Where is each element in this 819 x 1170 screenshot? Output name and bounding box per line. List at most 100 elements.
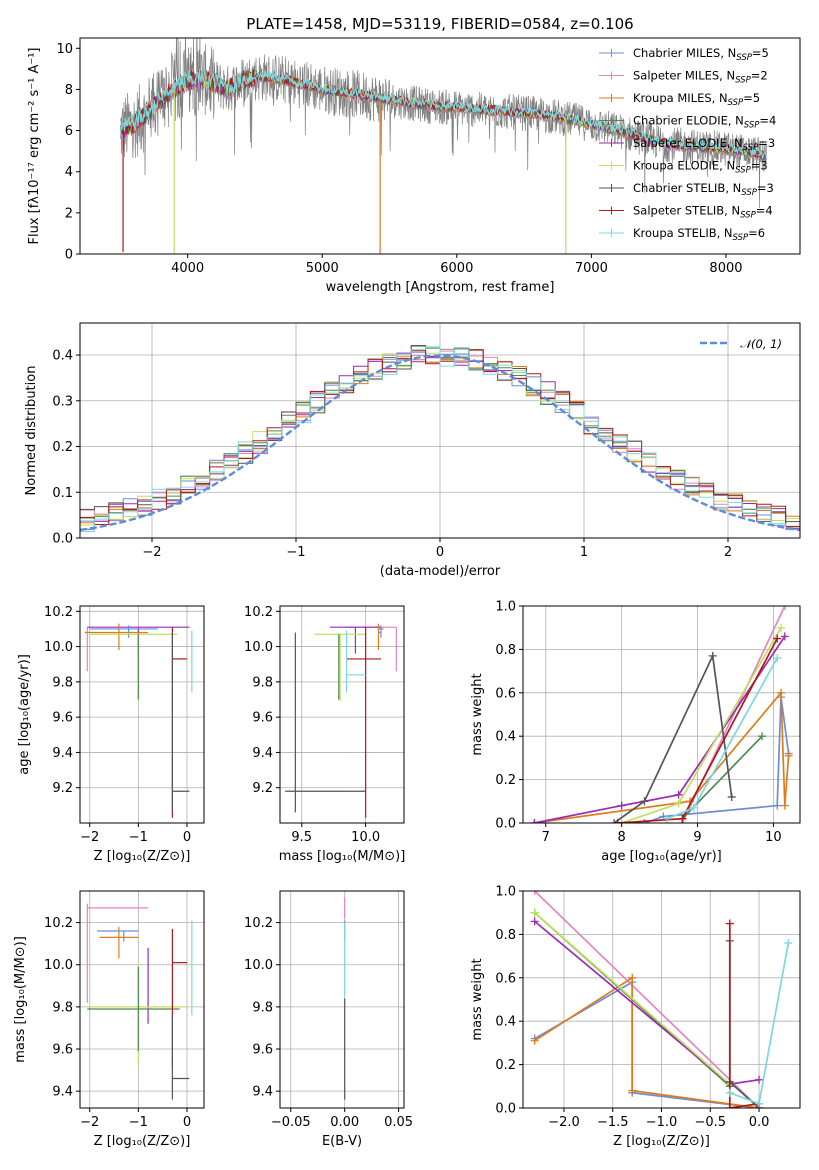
y-tick-label: 0.0: [495, 817, 516, 832]
series-line: [534, 635, 786, 823]
series-line: [534, 690, 790, 823]
normal-curve: [80, 354, 800, 532]
series-marker: [755, 1075, 764, 1084]
series-marker: [628, 1086, 637, 1095]
normal-legend-label: 𝒩(0, 1): [740, 337, 782, 351]
y-tick-label: 0: [65, 248, 73, 263]
y-tick-label: 10.2: [244, 916, 273, 931]
legend-entry: Salpeter STELIB, NSSP=4: [633, 204, 773, 221]
y-tick-label: 0.0: [52, 532, 73, 547]
age_vs_mass-axes: 9.5 10.0 9.2 9.4 9.6 9.8 10.0 10.2 mass [log₁₀(M…: [244, 605, 405, 864]
spectrum-frame: [79, 37, 801, 255]
series-marker: [777, 623, 786, 632]
errorbar-salpeter_stelib: [171, 928, 187, 1068]
x-tick-label: −0.05: [271, 1115, 311, 1130]
legend-count: =5: [752, 46, 769, 60]
y-tick-label: 1.0: [495, 885, 516, 900]
legend-count: =3: [758, 136, 775, 150]
legend-subscript: SSP: [743, 143, 759, 153]
series-marker: [773, 634, 782, 643]
errorbar-chabrier_miles: [89, 625, 158, 638]
y-tick-label: 0.4: [495, 730, 516, 745]
series-line: [534, 912, 731, 1085]
x-axis-label: (data-model)/error: [380, 564, 501, 579]
x-axis-label: mass [log₁₀(M/M⊙)]: [279, 849, 406, 864]
series-kroupa_stelib: [663, 654, 782, 823]
y-tick-label: 9.4: [252, 746, 273, 761]
y-tick-label: 0.6: [495, 971, 516, 986]
x-tick-label: 6000: [440, 261, 473, 276]
errorbar-chabrier_stelib: [171, 632, 190, 813]
series-kroupa_miles: [530, 688, 793, 823]
errorbar-chabrier_miles: [97, 930, 139, 942]
y-tick-label: 9.4: [52, 746, 73, 761]
y-tick-label: 10.2: [44, 916, 73, 931]
y-tick-label: 10.2: [244, 605, 273, 620]
series-salpeter_miles: [530, 891, 764, 1108]
legend-entry: Kroupa STELIB, NSSP=6: [633, 226, 765, 243]
series-marker: [725, 1104, 734, 1108]
legend-label: Kroupa ELODIE, N: [633, 159, 735, 173]
series-salpeter_elodie: [530, 632, 789, 823]
legend-count: =3: [751, 159, 768, 173]
series-marker: [773, 801, 782, 810]
x-tick-label: 1: [580, 545, 588, 560]
x-tick-label: −2.0: [548, 1115, 580, 1130]
series-marker: [530, 819, 539, 823]
legend-subscript: SSP: [744, 121, 760, 131]
y-tick-label: 9.6: [52, 1043, 73, 1058]
series-marker: [784, 939, 793, 948]
series-marker: [780, 801, 789, 810]
series-line: [728, 923, 760, 1108]
errorbar-chabrier_elodie: [87, 966, 180, 1052]
x-tick-label: 0.0: [749, 1115, 770, 1130]
mass_vs_Z-errorbars: [86, 903, 193, 1100]
series-marker: [628, 973, 637, 982]
y-tick-label: 8: [65, 83, 73, 98]
x-tick-label: 0.00: [330, 1115, 359, 1130]
series-marker: [708, 651, 717, 660]
y-tick-label: 10.0: [44, 640, 73, 655]
series-marker: [640, 797, 649, 806]
x-tick-label: 5000: [306, 261, 339, 276]
series-line: [534, 976, 760, 1108]
legend-label: Salpeter MILES, N: [633, 69, 735, 83]
legend-entry: Chabrier STELIB, NSSP=3: [633, 181, 774, 198]
y-tick-label: 0.4: [52, 349, 73, 364]
x-tick-label: 9.5: [291, 830, 312, 845]
series-marker: [755, 1099, 764, 1108]
weight_vs_Z-axes: −2.0 −1.5 −1.0 −0.5 0.0 0.0 0.2 0.4 0.6 0.8 1.0 Z […: [470, 885, 801, 1149]
x-axis-label: Z [log₁₀(Z/Z⊙)]: [94, 849, 191, 864]
legend-count: =3: [757, 181, 774, 195]
errorbar-salpeter_miles: [86, 903, 149, 1003]
legend-entry: Kroupa ELODIE, NSSP=3: [633, 159, 768, 176]
x-axis-label: Z [log₁₀(Z/Z⊙)]: [613, 1134, 710, 1149]
series-marker: [640, 819, 649, 823]
weight_vs_age-frame: [522, 605, 801, 824]
y-tick-label: 9.8: [52, 675, 73, 690]
x-tick-label: −2: [80, 1115, 99, 1130]
series-marker: [678, 814, 687, 823]
y-axis-label: mass [log₁₀(M/M⊙)]: [13, 936, 28, 1063]
x-tick-label: −2: [80, 830, 99, 845]
y-tick-label: 0.2: [495, 773, 516, 788]
legend-count: =4: [756, 204, 773, 218]
series-marker: [674, 799, 683, 808]
y-axis-label: age [log₁₀(age/yr)]: [17, 654, 32, 775]
series-line: [613, 652, 733, 823]
legend-label: Salpeter ELODIE, N: [633, 136, 743, 150]
y-tick-label: 0.6: [495, 686, 516, 701]
legend-label: Chabrier ELODIE, N: [633, 114, 744, 128]
x-tick-label: 0: [183, 1115, 191, 1130]
x-tick-label: −1.5: [597, 1115, 629, 1130]
series-marker: [784, 751, 793, 760]
x-tick-label: 8000: [709, 261, 742, 276]
legend-subscript: SSP: [735, 76, 751, 86]
series-marker: [777, 688, 786, 697]
y-axis-label: mass weight: [470, 673, 485, 755]
age_vs_mass-frame: [279, 605, 405, 824]
legend-label: Salpeter STELIB, N: [633, 204, 740, 218]
series-marker: [530, 1036, 539, 1045]
y-tick-label: 9.8: [252, 1000, 273, 1015]
